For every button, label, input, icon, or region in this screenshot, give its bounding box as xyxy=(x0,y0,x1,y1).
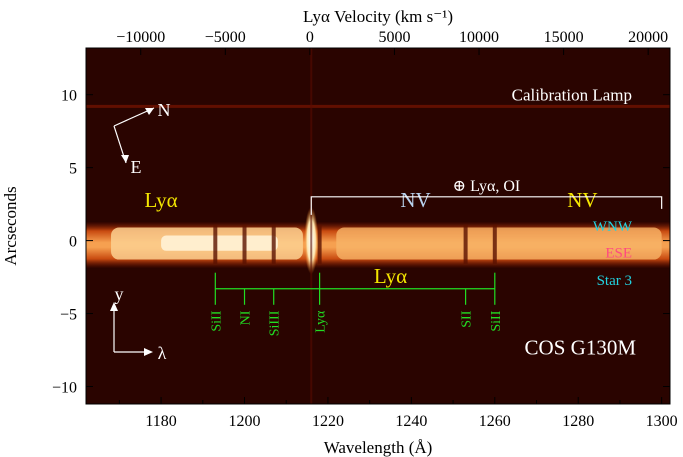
x2-tick-label: −10000 xyxy=(116,29,165,46)
y-tick-label: −5 xyxy=(60,307,77,324)
top-axis-label: Lyα Velocity (km s⁻¹) xyxy=(303,7,453,26)
absorption-trough-0 xyxy=(213,224,218,264)
compass-e-head xyxy=(121,155,129,163)
x2-tick-label: −5000 xyxy=(205,29,246,46)
compass-n-label: N xyxy=(158,100,171,120)
compass-e-label: E xyxy=(131,157,142,177)
absorption-trough-1 xyxy=(242,224,247,264)
x-tick-label: 1300 xyxy=(646,413,678,430)
line-label-3: Lyα xyxy=(314,310,329,333)
x-tick-label: 1180 xyxy=(145,413,176,430)
x-axis-label: Wavelength (Å) xyxy=(324,438,433,457)
star3-label: Star 3 xyxy=(597,273,632,289)
x-tick-label: 1200 xyxy=(229,413,261,430)
x2-tick-label: 0 xyxy=(306,29,314,46)
x-tick-label: 1220 xyxy=(312,413,344,430)
nv-label-mid: NV xyxy=(400,188,430,212)
x2-tick-label: 15000 xyxy=(544,29,584,46)
absorption-trough-3 xyxy=(317,224,322,264)
plot-layer xyxy=(86,48,670,404)
y-tick-label: 0 xyxy=(69,234,77,251)
annotation-layer: Lyα NV NV Lyα Calibration Lamp WNW ESE Star 3 CO… xyxy=(110,86,663,363)
detector-y-head xyxy=(110,302,118,311)
y-tick-label: 10 xyxy=(61,88,77,105)
detector-lambda-head xyxy=(144,348,153,356)
line-label-2: SiIII xyxy=(268,310,283,336)
detector-lambda-label: λ xyxy=(158,343,167,363)
line-label-1: NI xyxy=(239,310,254,325)
line-label-5: SiII xyxy=(489,310,504,331)
compass-n-head xyxy=(145,108,154,115)
line-label-0: SiII xyxy=(209,310,224,331)
lya-label-center: Lyα xyxy=(374,264,407,288)
x2-tick-label: 5000 xyxy=(378,29,410,46)
detector-y-label: y xyxy=(115,284,124,304)
continuum-right xyxy=(336,227,662,260)
absorption-trough-2 xyxy=(271,224,276,264)
absorption-trough-4 xyxy=(463,224,468,264)
x-tick-label: 1240 xyxy=(395,413,427,430)
y-axis-label: Arcseconds xyxy=(1,186,20,265)
y-tick-label: −10 xyxy=(52,379,77,396)
line-label-4: SII xyxy=(460,310,475,327)
continuum-core xyxy=(161,235,278,251)
calibration-label: Calibration Lamp xyxy=(512,86,632,105)
x-tick-label: 1260 xyxy=(479,413,511,430)
plot-frame xyxy=(85,47,671,405)
x2-tick-label: 10000 xyxy=(459,29,499,46)
wnw-label: WNW xyxy=(593,219,633,235)
x-tick-label: 1280 xyxy=(562,413,594,430)
axes-layer: 1180 1200 1220 1240 1260 1280 1300 −10000 −5000 0… xyxy=(52,29,678,430)
absorption-trough-5 xyxy=(492,224,497,264)
instrument-label: COS G130M xyxy=(525,335,637,359)
lya-label-left: Lyα xyxy=(144,188,177,212)
geocoronal-bracket xyxy=(310,196,663,215)
ese-label: ESE xyxy=(605,245,632,261)
geocoronal-label: ⊕ Lyα, OI xyxy=(453,178,521,195)
nv-label-right: NV xyxy=(567,188,597,212)
y-tick-label: 5 xyxy=(69,161,77,178)
x2-tick-label: 20000 xyxy=(628,29,668,46)
